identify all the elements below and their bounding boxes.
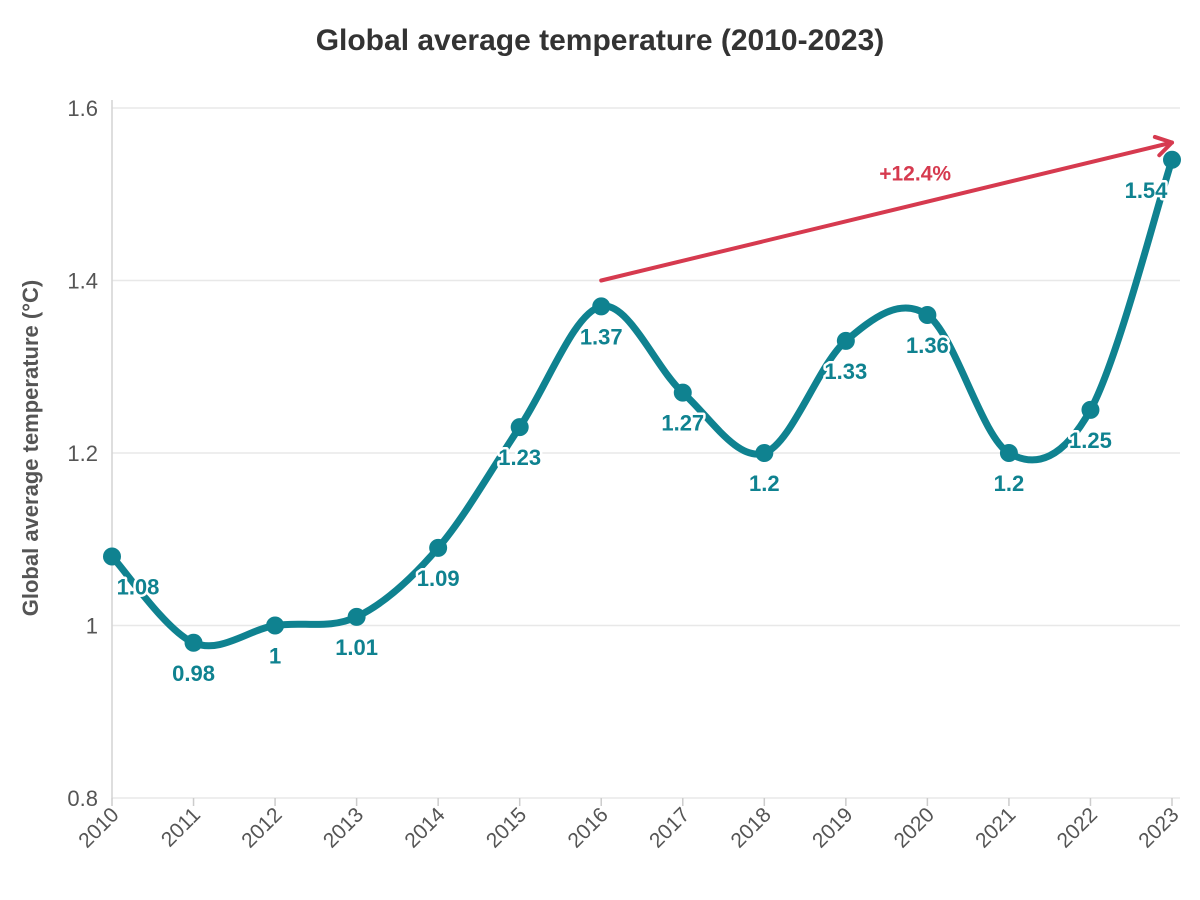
data-point[interactable] bbox=[918, 306, 937, 324]
data-label: 1.54 bbox=[1125, 178, 1169, 203]
x-tick-label: 2014 bbox=[400, 803, 450, 853]
data-label: 1.27 bbox=[661, 411, 704, 436]
data-point[interactable] bbox=[1081, 400, 1100, 419]
trend-arrow bbox=[599, 140, 1174, 283]
x-tick-label: 2016 bbox=[563, 803, 612, 852]
y-axis-label: Global average temperature (°C) bbox=[18, 280, 43, 616]
y-tick-label: 1 bbox=[86, 614, 98, 639]
x-tick-label: 2021 bbox=[971, 803, 1020, 852]
grid-layer bbox=[112, 107, 1180, 799]
data-point[interactable] bbox=[755, 444, 774, 462]
x-tick-label: 2015 bbox=[482, 803, 531, 852]
y-tick-label: 1.6 bbox=[67, 96, 98, 121]
x-tick-label: 2017 bbox=[645, 803, 694, 852]
data-label: 1.09 bbox=[417, 566, 460, 591]
data-point[interactable] bbox=[673, 383, 692, 402]
data-point[interactable] bbox=[836, 331, 855, 350]
y-tick-label: 1.2 bbox=[67, 441, 98, 466]
data-label-layer: 1.08 0.98 1 1.01 1.09 1.23 1.37 1.27 1.2 1.33 1.36… bbox=[114, 175, 1171, 688]
chart-title: Global average temperature (2010-2023) bbox=[316, 24, 885, 57]
data-point[interactable] bbox=[1163, 150, 1181, 169]
data-label: 1.33 bbox=[824, 359, 867, 384]
data-label: 1.2 bbox=[994, 471, 1025, 496]
data-point[interactable] bbox=[429, 538, 448, 557]
y-tick-label: 1.4 bbox=[67, 269, 98, 294]
x-tick-label: 2011 bbox=[157, 803, 205, 851]
data-label: 1.01 bbox=[335, 635, 378, 660]
x-tick-label: 2019 bbox=[808, 803, 857, 852]
data-label: 1 bbox=[269, 644, 281, 669]
series-line bbox=[108, 156, 1176, 650]
x-tick-label: 2022 bbox=[1053, 803, 1102, 852]
x-tick-label: 2020 bbox=[890, 803, 939, 852]
x-tick-label: 2012 bbox=[237, 803, 286, 852]
data-label: 1.2 bbox=[749, 471, 780, 496]
data-label: 1.08 bbox=[117, 575, 160, 600]
data-label: 1.37 bbox=[580, 324, 623, 349]
y-tick-label: 0.8 bbox=[67, 786, 98, 811]
data-point[interactable] bbox=[266, 616, 285, 635]
data-label: 0.98 bbox=[172, 661, 215, 686]
x-tick-label: 2023 bbox=[1134, 803, 1183, 852]
data-point[interactable] bbox=[510, 418, 529, 437]
data-label: 1.23 bbox=[498, 445, 541, 470]
data-point[interactable] bbox=[103, 547, 121, 566]
x-tick-label: 2018 bbox=[727, 803, 776, 852]
arrow-head-icon bbox=[1152, 134, 1174, 158]
data-point[interactable] bbox=[184, 633, 203, 652]
data-point[interactable] bbox=[999, 444, 1018, 462]
x-tick-label: 2013 bbox=[319, 803, 368, 852]
series-layer bbox=[103, 150, 1181, 652]
annotation-layer: +12.4% bbox=[599, 134, 1174, 283]
trend-annotation-label: +12.4% bbox=[879, 163, 951, 186]
data-label: 1.25 bbox=[1069, 428, 1112, 453]
data-point[interactable] bbox=[592, 297, 611, 316]
data-label: 1.36 bbox=[906, 333, 949, 358]
data-point[interactable] bbox=[347, 607, 366, 626]
